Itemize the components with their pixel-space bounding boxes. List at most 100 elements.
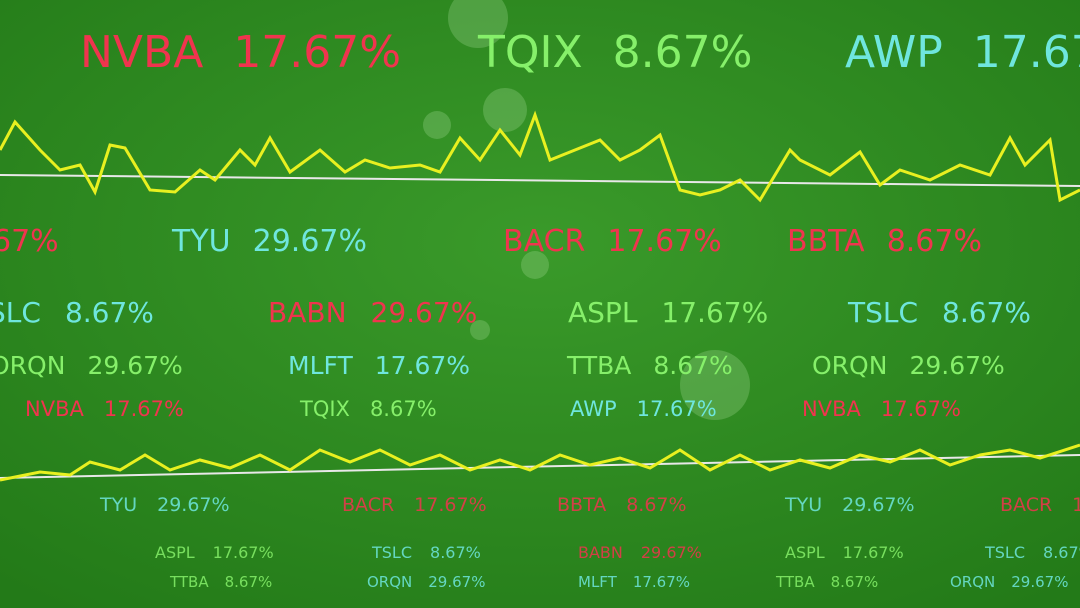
bokeh bbox=[423, 0, 750, 420]
ticker: TTBA 8.67% bbox=[566, 351, 733, 380]
ticker: NVBA 17.67% bbox=[25, 397, 184, 421]
ticker-symbol: NVBA bbox=[80, 27, 203, 78]
ticker-symbol: BACR bbox=[1000, 494, 1052, 516]
ticker-symbol: BABN bbox=[268, 296, 347, 329]
ticker-change: 8.67% bbox=[887, 224, 982, 259]
ticker-change: 8.67% bbox=[613, 27, 753, 78]
ticker-change: 17.67% bbox=[607, 224, 721, 259]
ticker-change: 29.67% bbox=[428, 573, 485, 591]
ticker: BBTA 8.67% bbox=[787, 224, 982, 259]
ticker-symbol: ORQN bbox=[812, 351, 887, 380]
ticker-change: 8.67% bbox=[430, 543, 481, 562]
ticker: TTBA 8.67% bbox=[169, 573, 272, 591]
ticker-change: 29.67% bbox=[371, 296, 478, 329]
ticker-symbol: TTBA bbox=[775, 573, 815, 591]
ticker-change: 8.67% bbox=[370, 397, 437, 421]
ticker: ORQN 29.67% bbox=[812, 351, 1005, 380]
ticker-symbol: BACR bbox=[503, 224, 585, 259]
ticker-symbol: AWP bbox=[570, 397, 617, 421]
ticker-change: 17.67% bbox=[661, 296, 768, 329]
ticker: BACR 17.67% bbox=[342, 494, 487, 516]
ticker: ASPL 17.67% bbox=[155, 543, 274, 562]
ticker: MLFT 17.67% bbox=[578, 573, 690, 591]
ticker: AWP 17.67% bbox=[570, 397, 717, 421]
ticker-symbol: TSLC bbox=[984, 543, 1025, 562]
ticker-symbol: TTBA bbox=[566, 351, 631, 380]
ticker-rows: NVBA 17.67% TQIX 8.67% AWP 17.67% 67% TYU 29.67%… bbox=[0, 27, 1080, 591]
ticker: TSLC 8.67% bbox=[847, 296, 1031, 329]
ticker-change: 17.67% bbox=[213, 543, 274, 562]
ticker: BACR 17.67% bbox=[1000, 494, 1080, 516]
ticker: NVBA 17.67% bbox=[80, 27, 401, 78]
ticker-change: 17.67% bbox=[973, 27, 1080, 78]
ticker-change: 29.67% bbox=[641, 543, 702, 562]
ticker-change: 8.67% bbox=[1043, 543, 1080, 562]
ticker: TSLC 8.67% bbox=[984, 543, 1080, 562]
ticker: ASPL 17.67% bbox=[568, 296, 768, 329]
ticker-symbol: SLC bbox=[0, 296, 41, 329]
ticker-symbol: TTBA bbox=[169, 573, 209, 591]
ticker-symbol: TSLC bbox=[847, 296, 918, 329]
ticker: TYU 29.67% bbox=[171, 224, 367, 259]
ticker-change: 8.67% bbox=[653, 351, 732, 380]
ticker: ORQN 29.67% bbox=[950, 573, 1068, 591]
ticker-change: 8.67% bbox=[626, 494, 686, 516]
ticker-symbol: NVBA bbox=[25, 397, 84, 421]
ticker-symbol: ORQN bbox=[0, 351, 65, 380]
ticker-symbol: TQIX bbox=[477, 27, 583, 78]
ticker-change: 29.67% bbox=[842, 494, 914, 516]
ticker-symbol: TYU bbox=[99, 494, 137, 516]
ticker: AWP 17.67% bbox=[845, 27, 1080, 78]
ticker-change: 8.67% bbox=[65, 296, 154, 329]
ticker: BABN 29.67% bbox=[578, 543, 702, 562]
ticker: TQIX 8.67% bbox=[477, 27, 752, 78]
ticker: BBTA 8.67% bbox=[557, 494, 687, 516]
ticker: TYU 29.67% bbox=[99, 494, 230, 516]
ticker-symbol: AWP bbox=[845, 27, 943, 78]
price-lines bbox=[0, 110, 1080, 482]
ticker-change: 17.67% bbox=[1072, 494, 1080, 516]
ticker-symbol: BBTA bbox=[557, 494, 606, 516]
ticker-symbol: NVBA bbox=[802, 397, 861, 421]
ticker-change: 17.67% bbox=[637, 397, 717, 421]
ticker-symbol: ASPL bbox=[568, 296, 638, 329]
ticker-change: 17.67% bbox=[633, 573, 690, 591]
ticker: ORQN 29.67% bbox=[0, 351, 183, 380]
ticker-change: 17.67% bbox=[414, 494, 486, 516]
ticker-symbol: MLFT bbox=[288, 351, 353, 380]
ticker-symbol: ASPL bbox=[785, 543, 825, 562]
ticker-change: 17.67% bbox=[843, 543, 904, 562]
ticker: 67% bbox=[0, 224, 59, 259]
ticker-symbol: TQIX bbox=[299, 397, 350, 421]
ticker-symbol: ORQN bbox=[950, 573, 995, 591]
ticker-change: 29.67% bbox=[1011, 573, 1068, 591]
ticker: SLC 8.67% bbox=[0, 296, 154, 329]
ticker-symbol: TYU bbox=[784, 494, 822, 516]
ticker-symbol: BACR bbox=[342, 494, 394, 516]
ticker: TYU 29.67% bbox=[784, 494, 915, 516]
ticker-change: 8.67% bbox=[831, 573, 879, 591]
ticker-symbol: TYU bbox=[171, 224, 231, 259]
ticker-change: 29.67% bbox=[909, 351, 1004, 380]
ticker-change: 67% bbox=[0, 224, 59, 259]
ticker-change: 29.67% bbox=[157, 494, 229, 516]
ticker: MLFT 17.67% bbox=[288, 351, 470, 380]
ticker: BABN 29.67% bbox=[268, 296, 477, 329]
ticker-symbol: TSLC bbox=[371, 543, 412, 562]
ticker: TQIX 8.67% bbox=[299, 397, 437, 421]
ticker-symbol: BABN bbox=[578, 543, 623, 562]
ticker: ASPL 17.67% bbox=[785, 543, 904, 562]
ticker-change: 29.67% bbox=[253, 224, 367, 259]
ticker: ORQN 29.67% bbox=[367, 573, 485, 591]
ticker: NVBA 17.67% bbox=[802, 397, 961, 421]
ticker-change: 17.67% bbox=[233, 27, 401, 78]
ticker-change: 8.67% bbox=[942, 296, 1031, 329]
ticker-change: 29.67% bbox=[87, 351, 182, 380]
ticker-change: 17.67% bbox=[104, 397, 184, 421]
ticker-change: 17.67% bbox=[375, 351, 470, 380]
ticker-change: 17.67% bbox=[881, 397, 961, 421]
ticker-symbol: ORQN bbox=[367, 573, 412, 591]
